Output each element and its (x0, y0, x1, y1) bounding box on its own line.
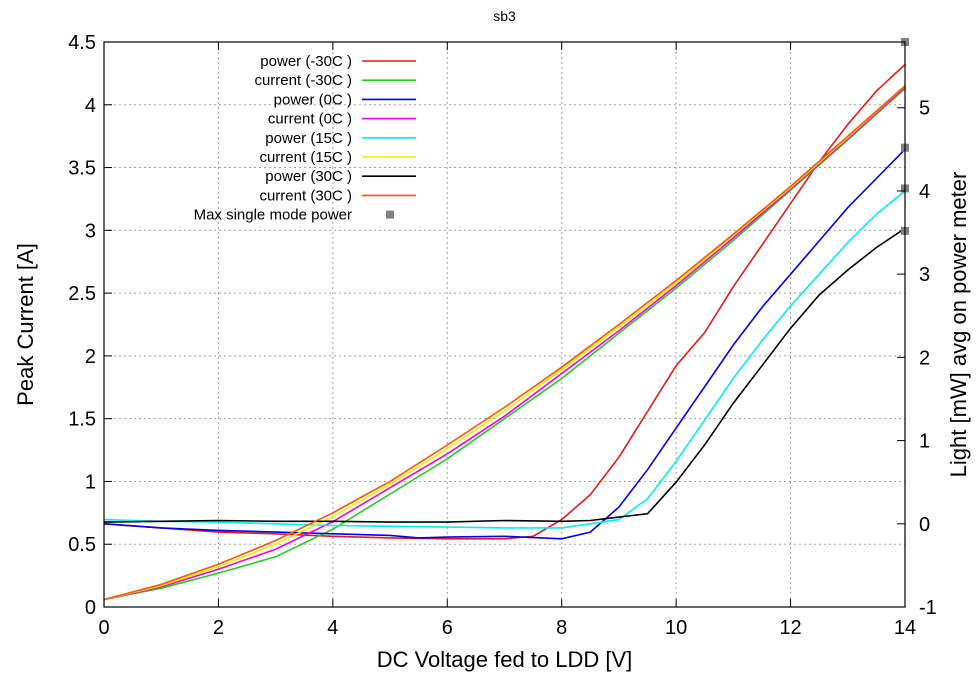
x-tick-label: 4 (327, 617, 338, 639)
x-tick-label: 8 (556, 617, 567, 639)
y-tick-label: 3.5 (68, 158, 96, 180)
series-line-current-0c (103, 86, 906, 601)
legend-label: current (0C ) (268, 111, 352, 128)
y-tick-label: 3 (85, 220, 96, 242)
y2-tick-label: 3 (919, 264, 930, 286)
series-line-power-30c (103, 227, 906, 523)
x-tick-label: 12 (779, 617, 801, 639)
legend-label: current (30C ) (259, 187, 352, 204)
x-tick-label: 2 (213, 617, 224, 639)
x-tick-label: 0 (98, 617, 109, 639)
x-tick-label: 6 (442, 617, 453, 639)
y2-tick-label: 5 (919, 98, 930, 120)
y-axis-title: Peak Current [A] (13, 243, 38, 406)
legend-label: current (15C ) (259, 149, 352, 166)
legend: power (-30C ) current (-30C ) power (0C ) c… (194, 53, 416, 224)
legend-label: Max single mode power (194, 207, 352, 224)
y2-tick-label: 1 (919, 431, 930, 453)
chart-title: sb3 (493, 8, 516, 24)
y-tick-label: 1.5 (68, 409, 96, 431)
tick-marks (103, 41, 906, 608)
series-line-current-30c (103, 85, 906, 601)
legend-label: power (15C ) (265, 130, 352, 147)
y-tick-label: 1 (85, 471, 96, 493)
y-tick-label: 4 (85, 95, 96, 117)
x-tick-label: 10 (665, 617, 687, 639)
y2-tick-label: -1 (919, 597, 937, 619)
legend-marker (386, 210, 394, 219)
y2-tick-label: 4 (919, 181, 930, 203)
y2-axis-title: Light [mW] avg on power meter (946, 172, 971, 478)
series-line-current-30c (103, 87, 906, 601)
series-line-power-15c (103, 190, 906, 529)
y-tick-label: 0.5 (68, 534, 96, 556)
y-tick-label: 2.5 (68, 283, 96, 305)
series-line-current-15c (103, 85, 906, 601)
y-tick-label: 0 (85, 597, 96, 619)
x-tick-label: 14 (894, 617, 916, 639)
series-layer (103, 38, 909, 601)
y2-tick-label: 2 (919, 347, 930, 369)
x-axis-title: DC Voltage fed to LDD [V] (377, 647, 633, 672)
y2-tick-label: 0 (919, 514, 930, 536)
legend-label: power (30C ) (265, 168, 352, 185)
y-tick-label: 4.5 (68, 32, 96, 54)
legend-label: current (-30C ) (254, 72, 352, 89)
series-line-power-30c (103, 63, 906, 540)
grid (104, 42, 905, 607)
plot-frame (103, 41, 906, 608)
legend-label: power (0C ) (274, 91, 352, 108)
legend-label: power (-30C ) (260, 53, 352, 70)
y-tick-label: 2 (85, 346, 96, 368)
